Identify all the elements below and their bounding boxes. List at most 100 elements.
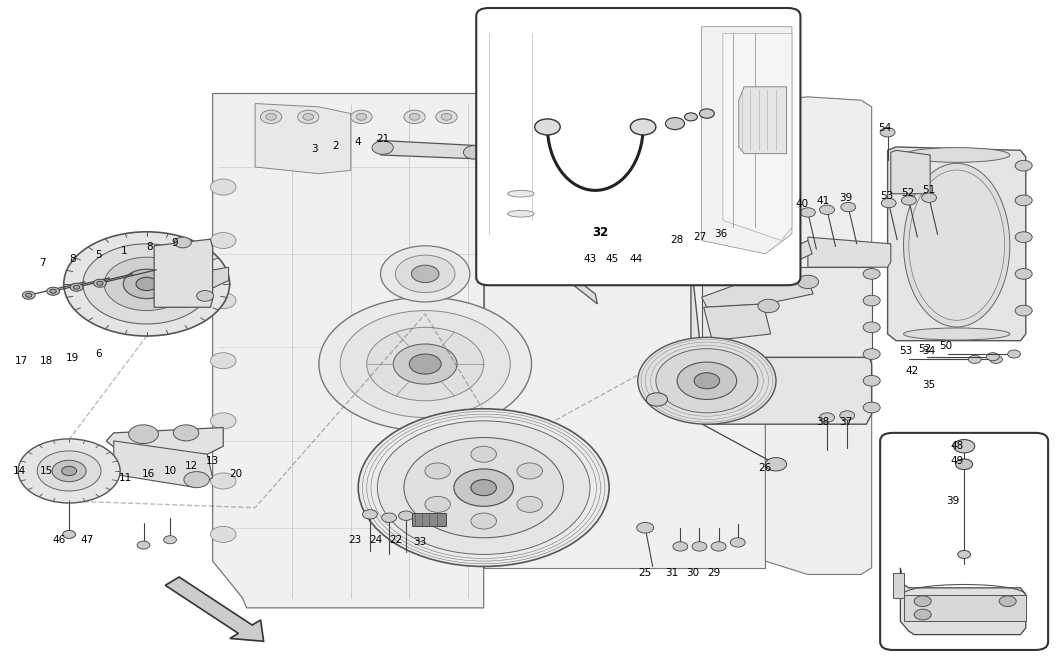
Circle shape (765, 458, 787, 471)
Circle shape (692, 542, 707, 551)
Circle shape (723, 271, 744, 284)
Circle shape (377, 421, 590, 554)
Polygon shape (412, 513, 446, 526)
Circle shape (174, 237, 191, 248)
Text: 35: 35 (923, 380, 935, 389)
Circle shape (97, 281, 103, 285)
Polygon shape (891, 150, 930, 194)
Circle shape (1015, 269, 1032, 279)
Circle shape (471, 446, 496, 462)
Circle shape (863, 375, 880, 386)
Circle shape (393, 344, 457, 384)
Polygon shape (888, 147, 1026, 341)
Circle shape (184, 472, 209, 488)
Circle shape (863, 349, 880, 359)
Polygon shape (106, 428, 223, 454)
Text: 47: 47 (81, 535, 94, 544)
Text: 32: 32 (592, 226, 609, 239)
Circle shape (425, 496, 451, 512)
Polygon shape (691, 261, 872, 424)
Circle shape (454, 469, 513, 506)
Text: 38: 38 (816, 418, 829, 427)
Circle shape (914, 596, 931, 607)
Circle shape (73, 285, 80, 289)
Circle shape (863, 402, 880, 413)
Circle shape (685, 113, 697, 121)
Circle shape (409, 114, 420, 120)
Circle shape (1015, 160, 1032, 171)
Circle shape (901, 196, 916, 205)
Circle shape (841, 202, 856, 212)
Circle shape (210, 473, 236, 489)
Text: 41: 41 (816, 196, 829, 206)
Text: 46: 46 (53, 535, 66, 544)
Circle shape (62, 466, 77, 476)
Text: 53: 53 (899, 347, 912, 356)
Circle shape (260, 110, 282, 124)
Text: 54: 54 (878, 124, 891, 133)
Circle shape (70, 283, 83, 291)
Text: 24: 24 (370, 535, 383, 544)
Circle shape (303, 114, 314, 120)
Circle shape (1015, 232, 1032, 242)
Circle shape (517, 463, 542, 479)
Text: 9: 9 (171, 238, 178, 248)
Text: 40: 40 (795, 199, 808, 208)
Circle shape (1015, 195, 1032, 206)
Circle shape (104, 257, 189, 311)
Circle shape (630, 119, 656, 135)
Circle shape (699, 109, 714, 118)
Circle shape (52, 460, 86, 482)
Circle shape (711, 542, 726, 551)
Ellipse shape (904, 164, 1010, 327)
Circle shape (840, 411, 855, 420)
Circle shape (409, 354, 441, 374)
Polygon shape (154, 239, 213, 307)
Circle shape (820, 205, 834, 214)
Text: 45: 45 (606, 255, 619, 264)
Circle shape (266, 114, 276, 120)
Circle shape (425, 463, 451, 479)
Circle shape (356, 114, 367, 120)
Text: 52: 52 (918, 344, 931, 353)
Circle shape (351, 110, 372, 124)
Circle shape (358, 409, 609, 566)
Circle shape (656, 349, 758, 413)
Ellipse shape (508, 190, 535, 197)
Circle shape (123, 269, 170, 299)
Text: 42: 42 (906, 367, 918, 376)
Text: 52: 52 (901, 188, 914, 198)
Circle shape (694, 373, 720, 389)
Polygon shape (765, 97, 872, 574)
Circle shape (760, 267, 781, 281)
Circle shape (83, 244, 210, 324)
Text: 2: 2 (333, 141, 339, 150)
Circle shape (637, 522, 654, 533)
Text: 4: 4 (355, 138, 361, 147)
Text: 8: 8 (147, 242, 153, 252)
Circle shape (820, 413, 834, 422)
Circle shape (863, 322, 880, 333)
Circle shape (968, 355, 981, 363)
Circle shape (18, 439, 120, 503)
Text: 26: 26 (759, 463, 772, 472)
Text: 6: 6 (96, 349, 102, 359)
Text: 23: 23 (349, 535, 361, 544)
Circle shape (922, 193, 937, 202)
Text: 3: 3 (311, 144, 318, 154)
Circle shape (881, 198, 896, 208)
Circle shape (535, 119, 560, 135)
Text: 51: 51 (923, 186, 935, 195)
Text: 17: 17 (15, 356, 28, 365)
Circle shape (381, 246, 470, 302)
Text: 30: 30 (687, 568, 699, 578)
Circle shape (730, 538, 745, 547)
Text: 36: 36 (714, 229, 727, 238)
Circle shape (50, 289, 56, 293)
Ellipse shape (904, 328, 1010, 340)
Text: 34: 34 (923, 347, 935, 356)
Circle shape (958, 550, 971, 558)
Circle shape (914, 609, 931, 620)
Circle shape (26, 293, 32, 297)
Circle shape (411, 265, 439, 283)
